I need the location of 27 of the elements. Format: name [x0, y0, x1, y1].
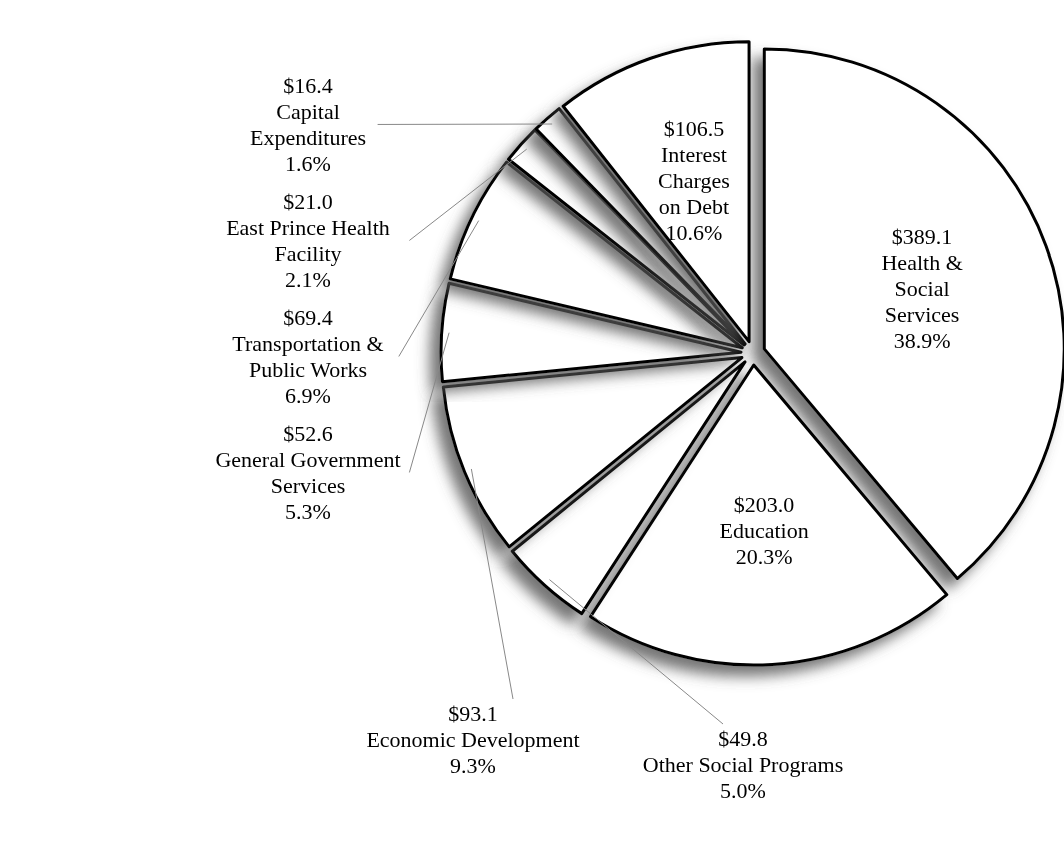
text: 5.0% [720, 778, 766, 803]
data-label: $106.5 [663, 116, 725, 142]
data-label: $69.4 [283, 305, 333, 331]
text: 5.3% [285, 499, 331, 525]
data-label: $49.8 [718, 726, 768, 751]
slice-label: Interest Charges on Debt [658, 142, 730, 220]
text: 20.3% [735, 543, 793, 569]
text: 2.1% [285, 267, 331, 293]
slice-label: Health & Social Services [881, 250, 963, 328]
slice-label: Economic Development [366, 727, 580, 752]
slice-label: General Government Services [215, 447, 401, 499]
text: 10.6% [665, 220, 723, 246]
slice-label: Transportation & Public Works [232, 331, 384, 383]
slice-label: Other Social Programs [642, 752, 844, 777]
data-label: $21.0 [283, 189, 333, 215]
text: 6.9% [285, 383, 331, 409]
slice-label: Capital Expenditures [249, 99, 367, 151]
data-label: $389.1 [891, 224, 953, 250]
data-label: $203.0 [733, 491, 795, 517]
data-label: $52.6 [283, 421, 333, 447]
text: 38.9% [893, 328, 951, 354]
text: 1.6% [285, 151, 331, 177]
data-label: $16.4 [283, 73, 333, 99]
slice-label: East Prince Health Facility [226, 215, 390, 267]
data-label: $93.1 [448, 701, 498, 726]
text: 9.3% [450, 753, 496, 778]
slice-label: Education [719, 517, 809, 543]
